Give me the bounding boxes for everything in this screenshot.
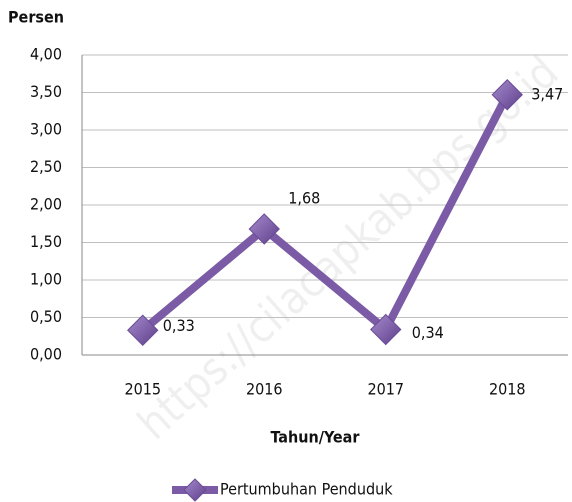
y-tick-label: 2,00 — [30, 195, 62, 214]
y-tick-label: 3,00 — [30, 120, 62, 139]
y-tick-label: 1,00 — [30, 270, 62, 289]
y-tick-label: 4,00 — [30, 45, 62, 64]
x-tick-label: 2016 — [246, 380, 283, 399]
y-tick-label: 3,50 — [30, 82, 62, 101]
marker — [491, 79, 523, 111]
legend-marker — [183, 478, 207, 502]
data-label: 0,34 — [412, 323, 444, 342]
data-label: 0,33 — [163, 316, 195, 335]
x-tick-label: 2017 — [367, 380, 404, 399]
y-tick-label: 1,50 — [30, 232, 62, 251]
marker — [248, 213, 280, 245]
marker — [370, 313, 402, 346]
line — [140, 92, 511, 336]
y-tick-label: 2,50 — [30, 157, 62, 176]
x-axis-label: Tahun/Year — [270, 428, 360, 447]
x-tick-label: 2015 — [124, 380, 161, 399]
data-label: 3,47 — [531, 84, 563, 103]
data-label: 1,68 — [288, 189, 320, 208]
legend-label: Pertumbuhan Penduduk — [220, 480, 393, 499]
marker — [127, 314, 159, 346]
x-tick-label: 2018 — [489, 380, 526, 399]
y-axis-label: Persen — [8, 8, 64, 27]
y-tick-label: 0,00 — [30, 345, 62, 364]
y-tick-label: 0,50 — [30, 307, 62, 326]
